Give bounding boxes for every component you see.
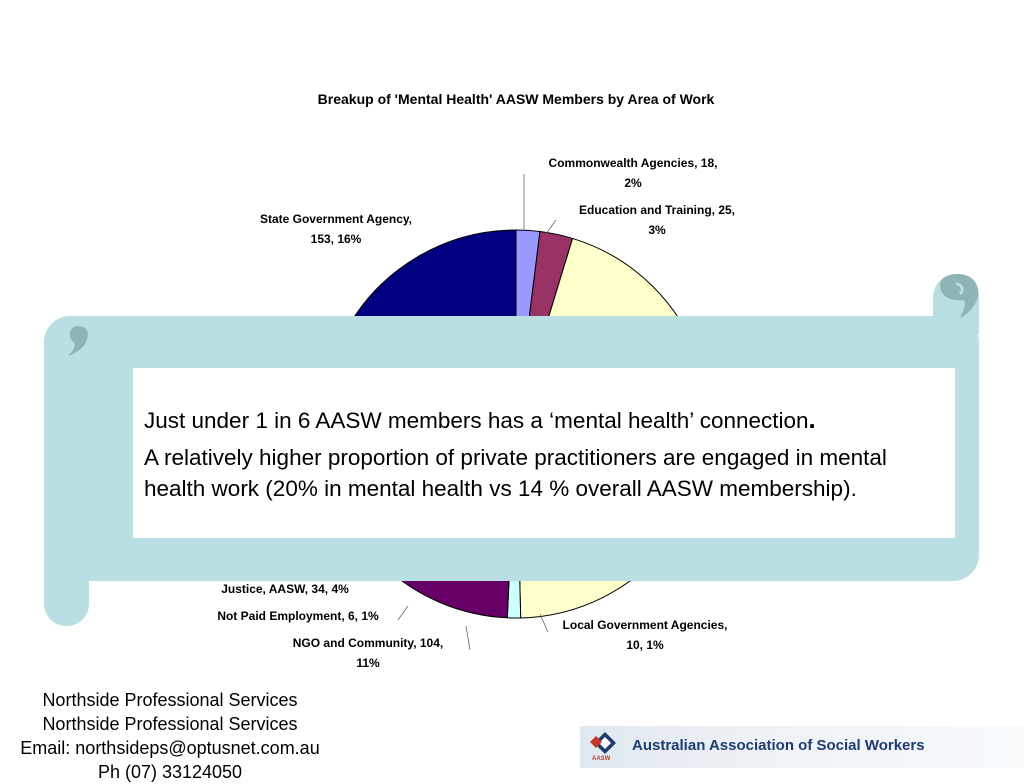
data-label-commonwealth-agencies: Commonwealth Agencies, 18, 2% (549, 156, 718, 190)
aasw-logo-icon (590, 732, 616, 754)
footer-email: Email: northsideps@optusnet.com.au (20, 738, 320, 758)
callout-line-1: Just under 1 in 6 AASW members has a ‘me… (144, 404, 816, 434)
callout-textbox: Just under 1 in 6 AASW members has a ‘me… (133, 368, 955, 538)
data-label-education-and-training: Education and Training, 25, 3% (579, 203, 735, 237)
footer-contact: Northside Professional Services Northsid… (0, 688, 340, 784)
data-label-state-government-agency: State Government Agency, 153, 16% (260, 212, 412, 246)
data-label-ngo-and-community: NGO and Community, 104, 11% (293, 636, 443, 670)
scroll-bottom-roll (44, 560, 89, 626)
leader-line-not-paid-employment (397, 605, 409, 621)
footer-company-repeat: Northside Professional Services (42, 714, 298, 734)
scroll-curl-right-icon (940, 274, 979, 318)
footer-company: Northside Professional Services (42, 690, 298, 710)
scroll-curl-left-icon (68, 326, 88, 356)
aasw-logo-text: AASW (592, 756, 611, 762)
chart-title: Breakup of 'Mental Health' AASW Members … (318, 91, 715, 107)
footer-phone: Ph (07) 33124050 (97, 762, 243, 782)
aasw-banner-title: Australian Association of Social Workers (632, 737, 925, 754)
leader-line-education-and-training (545, 219, 557, 235)
leader-line-local-government-agencies (539, 613, 549, 633)
data-label-not-paid-employment: Not Paid Employment, 6, 1% (217, 609, 379, 623)
aasw-banner: AASW Australian Association of Social Wo… (580, 726, 1024, 768)
data-label-justice-aasw: Justice, AASW, 34, 4% (221, 582, 349, 596)
callout-line-2: A relatively higher proportion of privat… (144, 445, 887, 501)
data-label-local-government-agencies: Local Government Agencies, 10, 1% (563, 618, 728, 652)
leader-line-ngo-and-community (465, 625, 471, 651)
